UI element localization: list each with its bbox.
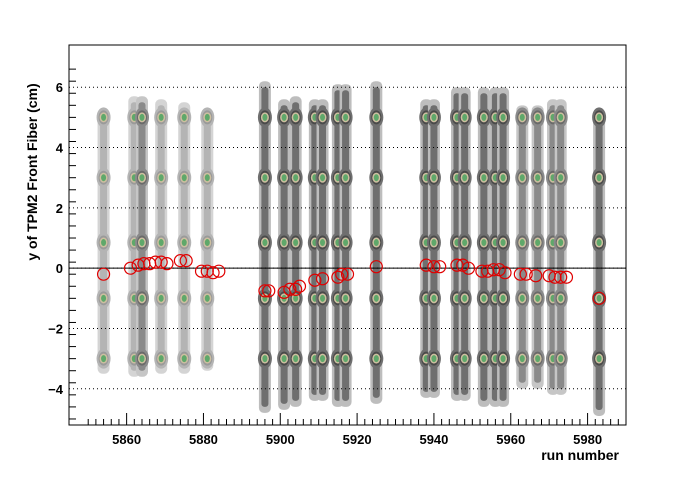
y-axis: −4 −2 0 2 4 6: [48, 68, 76, 420]
data-point: [179, 254, 193, 268]
distribution-run: [553, 99, 568, 395]
distribution-run: [154, 99, 169, 374]
data-point: [262, 284, 276, 298]
distribution-run: [338, 84, 353, 407]
plot-border: [68, 44, 627, 426]
data-point: [160, 257, 174, 271]
distribution-run: [369, 81, 384, 404]
data-point: [419, 258, 433, 272]
distribution-run: [592, 107, 607, 416]
distribution-run: [277, 99, 292, 410]
x-tick-label: 5900: [266, 432, 295, 447]
data-point: [206, 266, 220, 280]
data-point: [461, 261, 476, 275]
data-point: [292, 279, 307, 293]
distribution-run: [200, 107, 215, 371]
x-tick-label: 5960: [496, 432, 525, 447]
data-point: [513, 267, 527, 281]
y-tick-label: 0: [56, 261, 63, 276]
y-tick-label: 6: [56, 80, 63, 95]
distribution-run: [530, 105, 545, 389]
distribution-run: [496, 87, 511, 407]
data-point: [592, 291, 606, 305]
data-point: [283, 282, 297, 296]
data-point: [433, 260, 447, 274]
distribution-run: [96, 107, 111, 374]
data-point: [519, 267, 533, 281]
distribution-run: [134, 96, 149, 377]
distribution-run: [457, 87, 472, 401]
distribution-run: [315, 99, 330, 401]
data-point: [529, 269, 543, 283]
data-point: [315, 272, 330, 286]
data-point: [427, 260, 441, 274]
y-tick-label: −4: [48, 382, 64, 397]
x-tick-label: 5860: [112, 432, 141, 447]
x-tick-label: 5980: [573, 432, 602, 447]
data-point: [369, 260, 383, 274]
distribution-run: [515, 105, 530, 389]
y-tick-label: 2: [56, 201, 63, 216]
data-point: [258, 284, 272, 298]
data-point: [289, 282, 303, 296]
data-point: [340, 267, 355, 281]
x-axis: 5860 5880 5900 5920 5940 5960 5980: [87, 413, 627, 447]
y-tick-label: −2: [48, 321, 63, 336]
data-point: [559, 270, 574, 284]
distribution-run: [288, 96, 303, 407]
data-point: [154, 255, 168, 269]
distribution-run: [426, 99, 441, 398]
y-tick-label: 4: [56, 141, 64, 156]
data-point: [498, 266, 512, 280]
data-point: [335, 267, 349, 281]
data-point: [173, 254, 187, 268]
distribution-run: [476, 87, 491, 407]
x-tick-label: 5880: [189, 432, 218, 447]
data-point: [308, 273, 322, 287]
data-point: [554, 270, 568, 284]
series-points: [96, 254, 606, 305]
data-point: [331, 270, 345, 284]
data-point: [212, 264, 226, 278]
distribution-bands: [96, 81, 607, 416]
x-tick-label: 5940: [419, 432, 448, 447]
data-point: [96, 267, 111, 281]
y-axis-label: y of TPM2 Front Fiber (cm): [24, 83, 40, 260]
x-axis-label: run number: [541, 447, 619, 463]
distribution-run: [257, 81, 272, 413]
data-point: [123, 261, 138, 275]
x-tick-label: 5920: [343, 432, 372, 447]
distribution-run: [177, 102, 192, 374]
